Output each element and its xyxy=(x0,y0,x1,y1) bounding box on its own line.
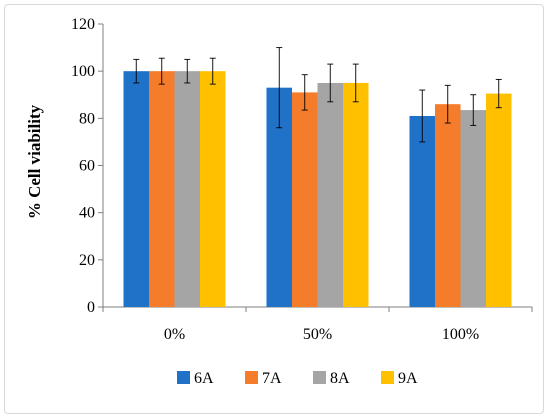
legend-swatch-9A xyxy=(381,371,394,384)
legend-label-7A: 7A xyxy=(262,370,282,387)
y-tick-label: 20 xyxy=(79,252,95,269)
bar-8A-1 xyxy=(317,82,343,307)
bars xyxy=(123,71,512,308)
x-tick-label: 100% xyxy=(442,326,479,343)
bar-9A-1 xyxy=(343,82,369,307)
y-tick-label: 60 xyxy=(79,158,95,175)
bar-6A-0 xyxy=(123,71,149,308)
bar-7A-1 xyxy=(292,92,318,308)
legend-label-6A: 6A xyxy=(194,370,214,387)
bar-7A-2 xyxy=(435,104,461,307)
bar-7A-0 xyxy=(149,71,175,308)
y-axis-title: % Cell viability xyxy=(25,104,44,219)
y-tick-label: 120 xyxy=(71,16,95,33)
legend-swatch-8A xyxy=(313,371,326,384)
y-tick-label: 0 xyxy=(87,299,95,316)
x-tick-label: 50% xyxy=(303,326,332,343)
legend-swatch-6A xyxy=(177,371,190,384)
bar-8A-2 xyxy=(460,110,486,308)
legend: 6A 7A 8A 9A xyxy=(177,370,418,387)
legend-swatch-7A xyxy=(245,371,258,384)
y-tick-label: 80 xyxy=(79,110,95,127)
legend-label-8A: 8A xyxy=(330,370,350,387)
bar-9A-2 xyxy=(486,93,512,307)
legend-label-9A: 9A xyxy=(398,370,418,387)
bar-6A-2 xyxy=(409,115,435,307)
x-tick-labels: 0% 50% 100% xyxy=(164,326,479,343)
bar-9A-0 xyxy=(200,71,226,308)
y-tick-label: 100 xyxy=(71,63,95,80)
x-tick-label: 0% xyxy=(164,326,185,343)
y-tick-label: 40 xyxy=(79,205,95,222)
y-tick-labels: 0 20 40 60 80 100 120 xyxy=(71,16,95,316)
error-bars xyxy=(133,47,502,143)
bar-8A-0 xyxy=(174,71,200,308)
